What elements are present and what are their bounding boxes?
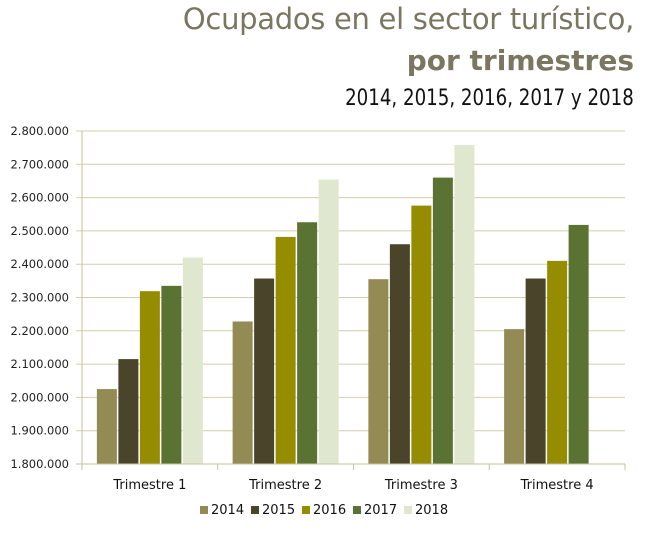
bar-2014-q4	[504, 329, 525, 464]
x-tick-label: Trimestre 2	[248, 478, 322, 493]
y-tick-label: 2.800.000	[10, 124, 69, 138]
bar-2018-q2	[318, 179, 339, 465]
chart-title: Ocupados en el sector turístico,	[182, 2, 634, 36]
chart-subtitle-years: 2014, 2015, 2016, 2017 y 2018	[345, 86, 634, 111]
bar-2017-q4	[568, 224, 589, 464]
bar-2015-q2	[254, 278, 275, 464]
x-tick-label: Trimestre 4	[520, 478, 594, 493]
bar-2016-q1	[139, 291, 160, 464]
bar-2018-q3	[454, 144, 475, 464]
bar-2016-q3	[411, 205, 432, 465]
bar-2014-q1	[96, 389, 117, 464]
legend-swatch-2014	[200, 506, 208, 514]
x-axis: Trimestre 1 Trimestre 2 Trimestre 3 Trimest…	[76, 131, 626, 493]
bar-2018-q1	[182, 257, 203, 464]
y-axis: 1.800.000 1.900.000 2.000.000 2.100.000 2.20…	[10, 124, 69, 471]
legend-label-2016: 2016	[313, 503, 346, 518]
legend-label-2017: 2017	[364, 503, 397, 518]
bar-2016-q2	[275, 236, 296, 464]
bar-2015-q1	[118, 359, 139, 464]
bars	[96, 144, 589, 465]
bar-2017-q2	[297, 222, 318, 464]
legend-swatch-2018	[404, 506, 412, 514]
y-tick-label: 1.800.000	[10, 457, 69, 471]
bar-2016-q4	[547, 260, 568, 464]
legend-swatch-2015	[251, 506, 259, 514]
bar-2017-q3	[432, 177, 453, 464]
y-tick-label: 2.700.000	[10, 157, 69, 171]
y-tick-label: 2.600.000	[10, 191, 69, 205]
y-tick-label: 1.900.000	[10, 424, 69, 438]
bar-2017-q1	[161, 285, 182, 464]
chart-subtitle-bold: por trimestres	[406, 44, 634, 77]
y-tick-label: 2.500.000	[10, 224, 69, 238]
bar-2014-q3	[368, 279, 389, 464]
legend-label-2014: 2014	[211, 503, 244, 518]
legend-label-2015: 2015	[262, 503, 295, 518]
legend: 2014 2015 2016 2017 2018	[200, 503, 448, 518]
x-tick-label: Trimestre 3	[384, 478, 458, 493]
bar-2015-q4	[525, 278, 546, 464]
legend-label-2018: 2018	[415, 503, 448, 518]
y-tick-label: 2.100.000	[10, 357, 69, 371]
y-tick-label: 2.400.000	[10, 257, 69, 271]
bar-2015-q3	[389, 244, 410, 464]
x-tick-label: Trimestre 1	[112, 478, 186, 493]
y-tick-label: 2.200.000	[10, 324, 69, 338]
y-tick-label: 2.000.000	[10, 390, 69, 404]
legend-swatch-2017	[353, 506, 361, 514]
legend-swatch-2016	[302, 506, 310, 514]
bar-2014-q2	[232, 321, 253, 464]
y-tick-label: 2.300.000	[10, 291, 69, 305]
